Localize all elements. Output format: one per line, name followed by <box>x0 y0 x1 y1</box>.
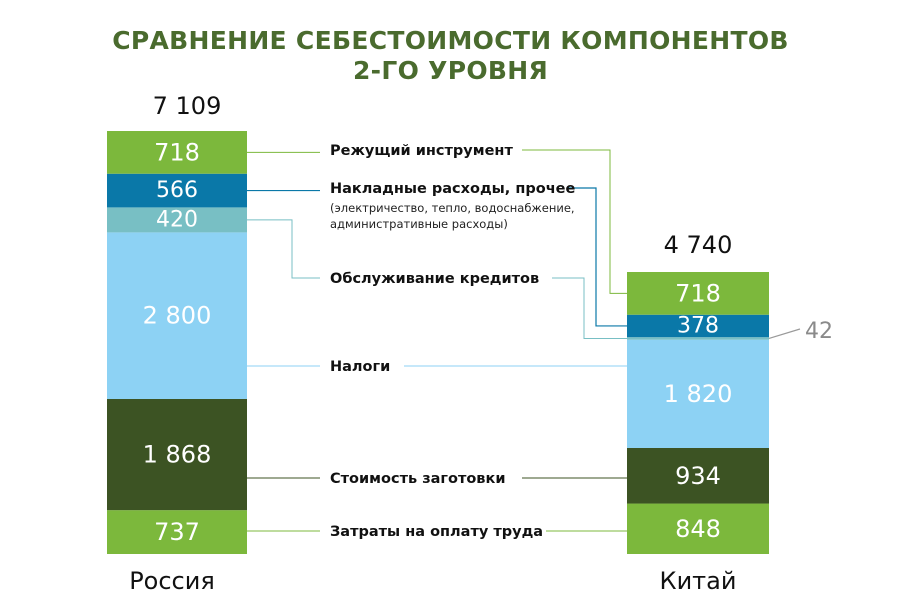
total-label-Китай: 4 740 <box>664 231 733 259</box>
value-label-Россия-series-1: 1 868 <box>143 441 212 469</box>
category-label-Китай: Китай <box>660 567 737 595</box>
total-label-Россия: 7 109 <box>153 92 222 120</box>
chart-title-line2: 2-ГО УРОВНЯ <box>352 56 549 85</box>
legend-label-series-5: Режущий инструмент <box>330 143 513 159</box>
legend-label-series-2: Налоги <box>330 359 390 375</box>
bar-segment-Китай-series-3 <box>627 337 769 340</box>
value-label-Россия-series-5: 718 <box>154 138 200 166</box>
legend-label-series-1: Стоимость заготовки <box>330 471 506 487</box>
connector-left-series-3 <box>247 219 320 279</box>
chart-title: СРАВНЕНИЕ СЕБЕСТОИМОСТИ КОМПОНЕНТОВ 2-ГО… <box>0 26 901 86</box>
value-label-Китай-series-5: 718 <box>675 279 721 307</box>
connector-right-series-3 <box>552 277 627 339</box>
bar-segment-Россия-series-0 <box>107 510 247 554</box>
value-label-Китай-series-0: 848 <box>675 515 721 543</box>
bar-segment-Россия-series-4 <box>107 173 247 208</box>
value-label-Россия-series-3: 420 <box>156 207 198 232</box>
value-label-Россия-series-4: 566 <box>156 178 198 203</box>
value-label-Китай-series-3: 42 <box>805 319 833 344</box>
bar-segment-Китай-series-0 <box>627 503 769 554</box>
bar-segment-Россия-series-1 <box>107 398 247 511</box>
bar-segment-Китай-series-4 <box>627 314 769 338</box>
bar-segment-Китай-series-2 <box>627 339 769 448</box>
legend-label-series-0: Затраты на оплату труда <box>330 524 543 540</box>
legend-sublabel-series-4-0: (электричество, тепло, водоснабжение, <box>330 201 575 215</box>
legend-label-series-3: Обслуживание кредитов <box>330 271 539 287</box>
value-label-Китай-series-4: 378 <box>677 313 719 338</box>
bar-segment-Россия-series-3 <box>107 207 247 233</box>
bar-segment-Китай-series-5 <box>627 272 769 315</box>
value-leader-Китай-series-3 <box>768 328 801 340</box>
value-label-Китай-series-1: 934 <box>675 462 721 490</box>
value-label-Россия-series-0: 737 <box>154 518 200 546</box>
bar-segment-Китай-series-1 <box>627 447 769 504</box>
connector-right-series-5 <box>522 149 627 294</box>
chart-title-line1: СРАВНЕНИЕ СЕБЕСТОИМОСТИ КОМПОНЕНТОВ <box>112 26 789 55</box>
value-label-Китай-series-2: 1 820 <box>664 380 733 408</box>
legend-sublabel-series-4-1: административные расходы) <box>330 217 508 231</box>
category-label-Россия: Россия <box>129 567 215 595</box>
bar-segment-Россия-series-2 <box>107 232 247 399</box>
value-label-Россия-series-2: 2 800 <box>143 302 212 330</box>
legend-label-series-4: Накладные расходы, прочее <box>330 181 575 197</box>
connector-right-series-4 <box>568 187 627 327</box>
bar-segment-Россия-series-5 <box>107 131 247 174</box>
